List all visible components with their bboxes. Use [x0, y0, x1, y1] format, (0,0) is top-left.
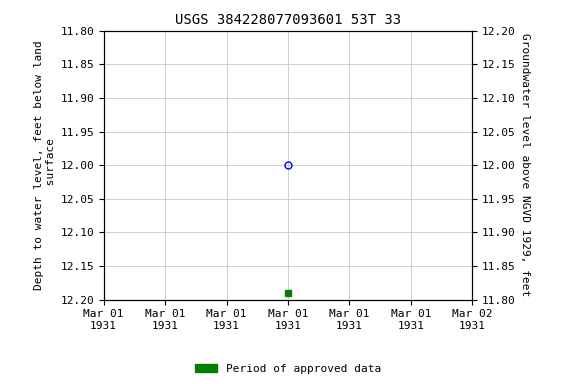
- Legend: Period of approved data: Period of approved data: [191, 359, 385, 379]
- Y-axis label: Depth to water level, feet below land
 surface: Depth to water level, feet below land su…: [35, 40, 56, 290]
- Y-axis label: Groundwater level above NGVD 1929, feet: Groundwater level above NGVD 1929, feet: [520, 33, 530, 297]
- Title: USGS 384228077093601 53T 33: USGS 384228077093601 53T 33: [175, 13, 401, 27]
